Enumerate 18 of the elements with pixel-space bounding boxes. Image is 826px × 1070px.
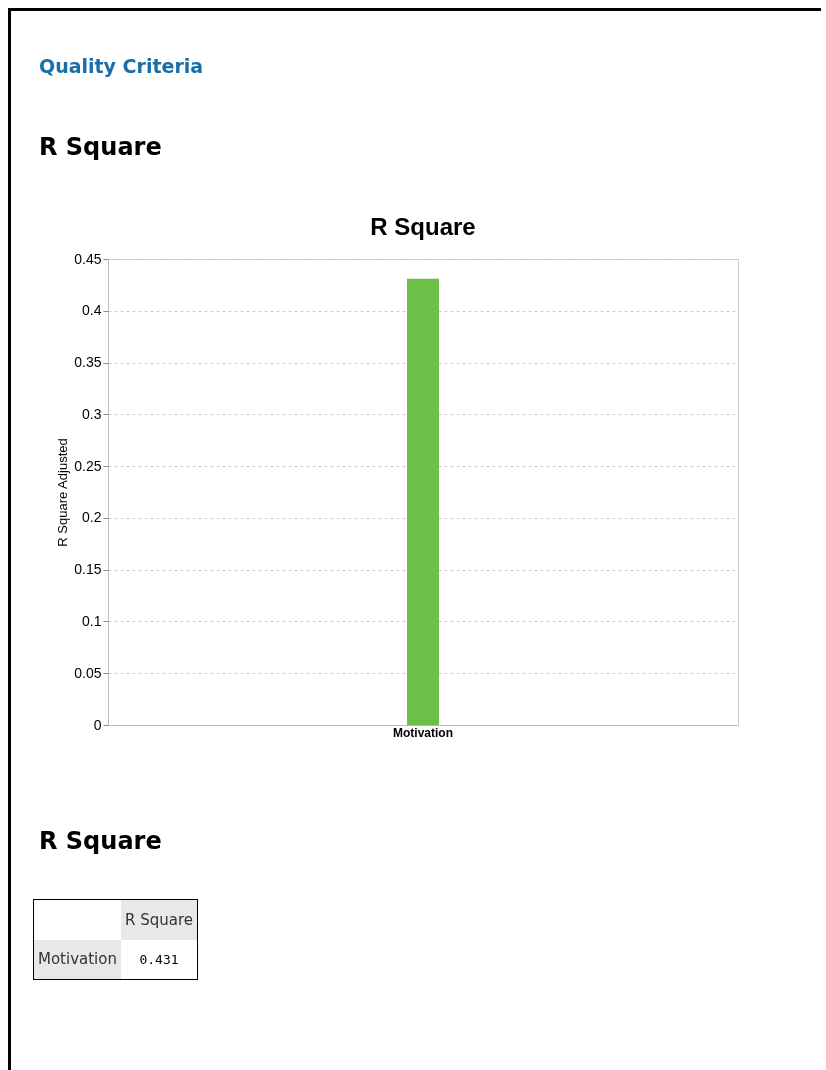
- text: R Square: [120, 899, 198, 940]
- category-label: Motivation: [38, 950, 117, 969]
- y-tick-label: 0.05: [74, 664, 102, 681]
- text: Quality Criteria: [39, 55, 204, 77]
- y-tick-label: 0.15: [74, 561, 102, 578]
- y-tick-label: 0.45: [74, 250, 102, 267]
- y-tick-label: 0.35: [74, 354, 102, 371]
- y-tick-label: 0.1: [82, 612, 102, 629]
- y-tick-label: 0.4: [82, 302, 102, 319]
- y-tick-label: 0.25: [74, 457, 102, 474]
- text: R Square: [39, 133, 162, 161]
- text: 0.431: [138, 950, 180, 969]
- text: R Square: [39, 827, 162, 855]
- y-tick-label: 0.2: [82, 509, 102, 526]
- y-tick-label: 0: [93, 716, 102, 733]
- chart-title: R Square: [370, 213, 476, 240]
- y-axis-title: R Square Adjusted: [55, 438, 71, 547]
- y-tick-label: 0.3: [82, 405, 102, 422]
